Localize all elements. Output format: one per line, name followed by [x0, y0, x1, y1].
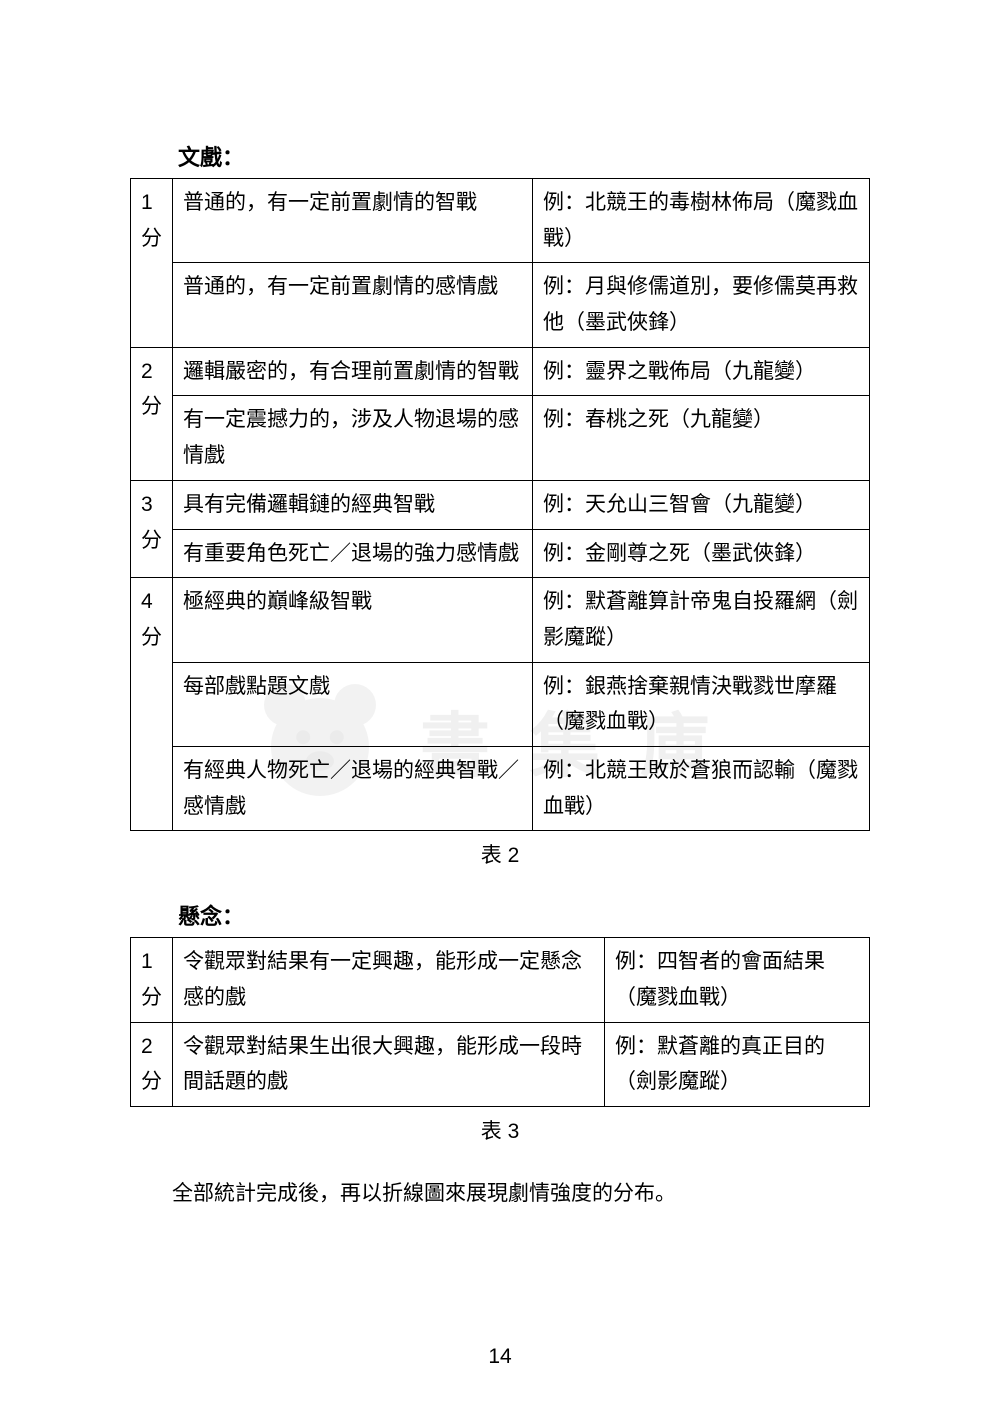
- example-cell: 例：默蒼離算計帝鬼自投羅網（劍影魔蹤）: [533, 578, 870, 662]
- example-cell: 例：春桃之死（九龍變）: [533, 396, 870, 480]
- score-cell: 1分: [131, 938, 173, 1022]
- table-3: 1分 令觀眾對結果有一定興趣，能形成一定懸念感的戲 例：四智者的會面結果（魔戮血…: [130, 937, 870, 1107]
- example-cell: 例：天允山三智會（九龍變）: [533, 480, 870, 529]
- example-cell: 例：北競王的毒樹林佈局（魔戮血戰）: [533, 179, 870, 263]
- desc-cell: 普通的，有一定前置劇情的智戰: [173, 179, 533, 263]
- score-cell: 1分: [131, 179, 173, 348]
- score-cell: 2分: [131, 1022, 173, 1106]
- table-2: 1分 普通的，有一定前置劇情的智戰 例：北競王的毒樹林佈局（魔戮血戰） 普通的，…: [130, 178, 870, 831]
- example-cell: 例：默蒼離的真正目的（劍影魔蹤）: [605, 1022, 870, 1106]
- table3-caption: 表 3: [130, 1115, 870, 1145]
- desc-cell: 令觀眾對結果生出很大興趣，能形成一段時間話題的戲: [173, 1022, 605, 1106]
- example-cell: 例：四智者的會面結果（魔戮血戰）: [605, 938, 870, 1022]
- table-row: 3分 具有完備邏輯鏈的經典智戰 例：天允山三智會（九龍變）: [131, 480, 870, 529]
- table-row: 1分 令觀眾對結果有一定興趣，能形成一定懸念感的戲 例：四智者的會面結果（魔戮血…: [131, 938, 870, 1022]
- section1-title: 文戲：: [178, 140, 870, 172]
- desc-cell: 極經典的巔峰級智戰: [173, 578, 533, 662]
- table-row: 普通的，有一定前置劇情的感情戲 例：月與修儒道別，要修儒莫再救他（墨武俠鋒）: [131, 263, 870, 347]
- score-cell: 4分: [131, 578, 173, 831]
- table-row: 每部戲點題文戲 例：銀燕捨棄親情決戰戮世摩羅（魔戮血戰）: [131, 662, 870, 746]
- table-row: 2分 邏輯嚴密的，有合理前置劇情的智戰 例：靈界之戰佈局（九龍變）: [131, 347, 870, 396]
- table-row: 2分 令觀眾對結果生出很大興趣，能形成一段時間話題的戲 例：默蒼離的真正目的（劍…: [131, 1022, 870, 1106]
- section2-title: 懸念：: [178, 899, 870, 931]
- desc-cell: 令觀眾對結果有一定興趣，能形成一定懸念感的戲: [173, 938, 605, 1022]
- body-paragraph: 全部統計完成後，再以折線圖來展現劇情強度的分布。: [130, 1175, 870, 1213]
- desc-cell: 有一定震撼力的，涉及人物退場的感情戲: [173, 396, 533, 480]
- page-number: 14: [0, 1345, 1000, 1369]
- score-cell: 2分: [131, 347, 173, 480]
- desc-cell: 每部戲點題文戲: [173, 662, 533, 746]
- table-row: 有重要角色死亡／退場的強力感情戲 例：金剛尊之死（墨武俠鋒）: [131, 529, 870, 578]
- example-cell: 例：月與修儒道別，要修儒莫再救他（墨武俠鋒）: [533, 263, 870, 347]
- table-row: 1分 普通的，有一定前置劇情的智戰 例：北競王的毒樹林佈局（魔戮血戰）: [131, 179, 870, 263]
- table2-caption: 表 2: [130, 839, 870, 869]
- desc-cell: 有經典人物死亡／退場的經典智戰／感情戲: [173, 746, 533, 830]
- score-cell: 3分: [131, 480, 173, 577]
- example-cell: 例：銀燕捨棄親情決戰戮世摩羅（魔戮血戰）: [533, 662, 870, 746]
- desc-cell: 邏輯嚴密的，有合理前置劇情的智戰: [173, 347, 533, 396]
- desc-cell: 普通的，有一定前置劇情的感情戲: [173, 263, 533, 347]
- desc-cell: 具有完備邏輯鏈的經典智戰: [173, 480, 533, 529]
- desc-cell: 有重要角色死亡／退場的強力感情戲: [173, 529, 533, 578]
- example-cell: 例：北競王敗於蒼狼而認輸（魔戮血戰）: [533, 746, 870, 830]
- example-cell: 例：靈界之戰佈局（九龍變）: [533, 347, 870, 396]
- table-row: 有經典人物死亡／退場的經典智戰／感情戲 例：北競王敗於蒼狼而認輸（魔戮血戰）: [131, 746, 870, 830]
- table-row: 有一定震撼力的，涉及人物退場的感情戲 例：春桃之死（九龍變）: [131, 396, 870, 480]
- table-row: 4分 極經典的巔峰級智戰 例：默蒼離算計帝鬼自投羅網（劍影魔蹤）: [131, 578, 870, 662]
- example-cell: 例：金剛尊之死（墨武俠鋒）: [533, 529, 870, 578]
